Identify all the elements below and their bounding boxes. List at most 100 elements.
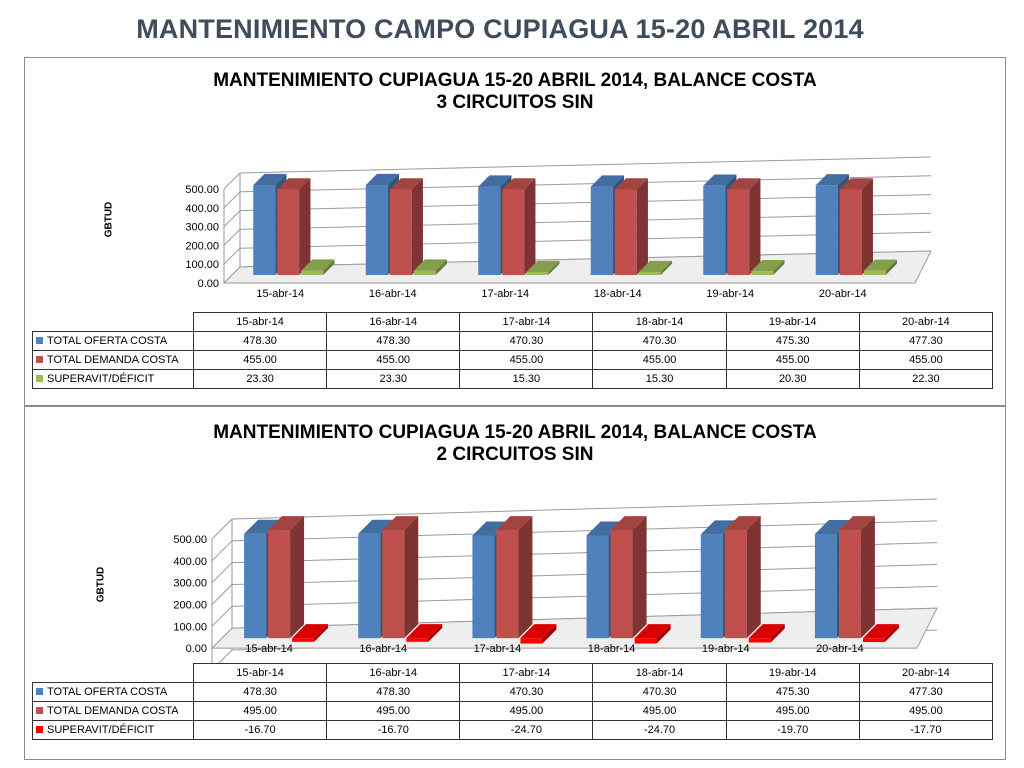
bar-side bbox=[885, 259, 897, 275]
bar bbox=[727, 178, 761, 275]
bar bbox=[863, 259, 897, 275]
x-tick-label: 20-abr-14 bbox=[816, 643, 864, 655]
bar-front bbox=[277, 189, 300, 275]
table-cell: 495.00 bbox=[858, 701, 994, 721]
bar-side bbox=[773, 259, 785, 275]
bar-front bbox=[292, 638, 315, 642]
bar-top bbox=[838, 516, 875, 531]
bar-front bbox=[751, 271, 774, 275]
bar bbox=[389, 178, 423, 275]
y-tick-label: 100.00 bbox=[185, 259, 219, 271]
bar-front bbox=[814, 533, 837, 639]
bar-side bbox=[861, 178, 873, 275]
bar bbox=[638, 260, 672, 275]
bar-top bbox=[586, 521, 623, 536]
gridline bbox=[223, 229, 241, 246]
gridline bbox=[223, 247, 241, 265]
legend-swatch bbox=[36, 336, 43, 344]
bar-front bbox=[703, 185, 726, 275]
bar bbox=[301, 259, 335, 275]
table-header-cell: 17-abr-14 bbox=[459, 312, 594, 332]
bar-side bbox=[290, 516, 305, 639]
bar-top bbox=[839, 178, 873, 190]
table-header-row: 15-abr-14 16-abr-14 17-abr-14 18-abr-14 19-a… bbox=[32, 663, 994, 683]
gridline bbox=[223, 172, 241, 190]
bar bbox=[751, 259, 785, 275]
gridline bbox=[211, 584, 233, 605]
bar-side bbox=[860, 516, 875, 639]
bar-top bbox=[590, 175, 624, 187]
table-header-cell: 16-abr-14 bbox=[326, 312, 461, 332]
table-cell: 15.30 bbox=[459, 369, 594, 389]
gridline bbox=[239, 156, 932, 174]
bar-side bbox=[299, 178, 311, 275]
bar-side bbox=[660, 260, 672, 275]
bar bbox=[496, 516, 533, 639]
bar-front bbox=[727, 189, 750, 275]
bar-front bbox=[268, 530, 291, 639]
table-header-cell: 16-abr-14 bbox=[326, 663, 461, 683]
bar-front bbox=[863, 270, 886, 275]
bar-side bbox=[548, 260, 560, 275]
bar-front bbox=[610, 530, 633, 639]
table-row-label: SUPERAVIT/DÉFICIT bbox=[32, 369, 194, 389]
table-header-cell: 20-abr-14 bbox=[858, 312, 994, 332]
bar-top bbox=[301, 259, 335, 271]
table-cell: 478.30 bbox=[192, 331, 328, 351]
table-cell: 455.00 bbox=[326, 350, 461, 370]
table-cell: 23.30 bbox=[192, 369, 328, 389]
x-tick-label: 19-abr-14 bbox=[702, 643, 750, 655]
bar bbox=[614, 178, 648, 275]
bar-top bbox=[292, 624, 329, 639]
table-cell: 475.30 bbox=[725, 682, 860, 702]
table-row: TOTAL OFERTA COSTA 478.30 478.30 470.30 470.… bbox=[32, 331, 994, 351]
table-cell: 455.00 bbox=[592, 350, 727, 370]
table-cell: 455.00 bbox=[192, 350, 328, 370]
table-cell: -16.70 bbox=[192, 720, 328, 740]
table-cell: 15.30 bbox=[592, 369, 727, 389]
bar bbox=[862, 624, 899, 643]
bar-front bbox=[389, 189, 412, 275]
table-cell: 478.30 bbox=[192, 682, 328, 702]
bar-top bbox=[382, 516, 419, 531]
x-tick-label: 19-abr-14 bbox=[706, 288, 754, 300]
bar-top bbox=[863, 259, 897, 271]
y-tick-label: 0.00 bbox=[186, 643, 207, 655]
y-tick-label: 500.00 bbox=[185, 184, 219, 196]
bar-side bbox=[746, 516, 761, 639]
bar-side bbox=[428, 624, 443, 642]
bar bbox=[634, 624, 671, 644]
bar-top bbox=[862, 624, 899, 639]
table-cell: 470.30 bbox=[459, 682, 594, 702]
bar-top bbox=[502, 178, 536, 190]
table-cell: -24.70 bbox=[459, 720, 594, 740]
x-tick-label: 15-abr-14 bbox=[245, 643, 293, 655]
bar-side bbox=[404, 516, 419, 639]
table-row: TOTAL DEMANDA COSTA 455.00 455.00 455.00 455… bbox=[32, 350, 994, 370]
table-row-label: SUPERAVIT/DÉFICIT bbox=[32, 720, 194, 740]
bar-front bbox=[502, 189, 525, 275]
bar bbox=[748, 624, 785, 643]
bar-front bbox=[472, 535, 495, 639]
x-tick-label: 17-abr-14 bbox=[481, 288, 529, 300]
bar-front bbox=[244, 533, 267, 639]
bar-front bbox=[634, 638, 657, 644]
y-tick-label: 400.00 bbox=[173, 556, 207, 568]
bar-top bbox=[526, 260, 560, 273]
bar-top bbox=[389, 178, 423, 190]
bar-top bbox=[277, 178, 311, 190]
bar-top bbox=[703, 174, 737, 186]
x-tick-label: 17-abr-14 bbox=[474, 643, 522, 655]
bar bbox=[406, 624, 443, 642]
legend-swatch bbox=[36, 687, 43, 695]
bar-front bbox=[724, 530, 747, 639]
bar-front bbox=[365, 185, 388, 275]
bar-front bbox=[413, 270, 436, 275]
table-row: TOTAL DEMANDA COSTA 495.00 495.00 495.00 495… bbox=[32, 701, 994, 721]
table-cell: -19.70 bbox=[725, 720, 860, 740]
table-cell: 495.00 bbox=[192, 701, 328, 721]
chart-panel-2-circuitos: MANTENIMIENTO CUPIAGUA 15-20 ABRIL 2014,… bbox=[24, 406, 1006, 760]
bar-top bbox=[815, 174, 849, 186]
bar-top bbox=[520, 624, 557, 639]
gridline bbox=[231, 520, 938, 542]
